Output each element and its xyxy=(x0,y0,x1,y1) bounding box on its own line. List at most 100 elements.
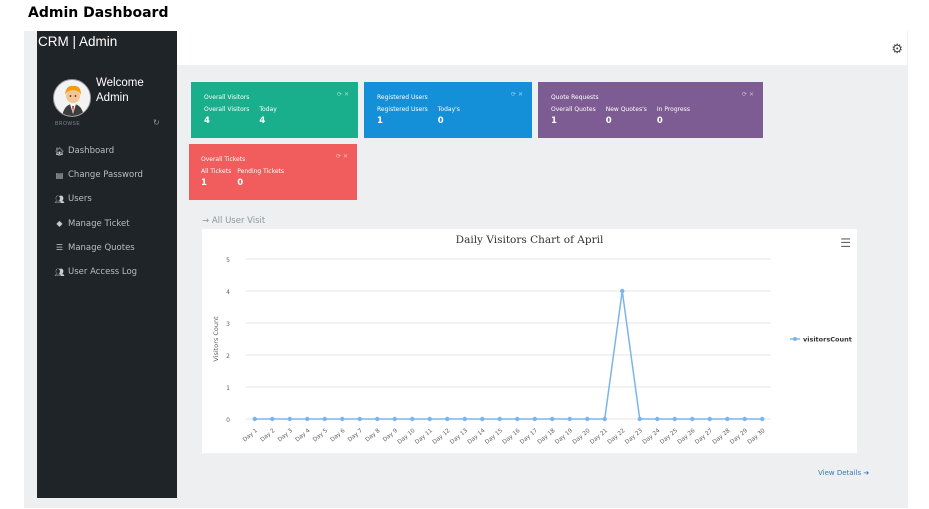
chart-canvas: 0 1 2 3 4 5 Visitors Count Day 1 Day 2 Day 3 Day 4… xyxy=(212,257,852,446)
refresh-icon[interactable]: ↻ xyxy=(153,118,160,127)
x-tick-label: Day 17 xyxy=(519,428,539,446)
series-line-visitorsCount xyxy=(254,290,763,420)
page-heading: Admin Dashboard xyxy=(28,5,169,21)
data-point xyxy=(270,416,275,422)
card-col-label: In Progress xyxy=(656,106,690,113)
x-tick-label: Day 18 xyxy=(537,428,557,446)
legend-label: visitorsCount xyxy=(803,336,852,344)
sidebar-item-manage-ticket[interactable]: ◆ Manage Ticket xyxy=(54,212,174,236)
card-controls-icon[interactable]: ⟳ ✕ xyxy=(511,91,523,98)
x-tick-label: Day 19 xyxy=(554,428,574,446)
data-point xyxy=(585,416,590,422)
data-point xyxy=(602,416,607,422)
x-tick-label: Day 27 xyxy=(694,428,714,446)
data-point xyxy=(392,416,397,422)
sidebar-item-change-password[interactable]: ▤ Change Password xyxy=(54,163,174,187)
sidebar-item-label: User Access Log xyxy=(68,267,138,278)
x-tick-label: Day 12 xyxy=(432,428,452,446)
data-point xyxy=(462,416,467,422)
y-tick-label: 5 xyxy=(226,257,230,264)
x-tick-label: Day 28 xyxy=(712,428,732,446)
data-point xyxy=(550,416,555,422)
data-point xyxy=(742,416,747,422)
data-point xyxy=(690,416,695,422)
sidebar-item-label: Dashboard xyxy=(68,146,115,157)
data-point xyxy=(655,416,660,422)
x-tick-label: Day 24 xyxy=(642,428,662,446)
card-col-value: 4 xyxy=(259,116,266,126)
user-name: Admin xyxy=(96,92,129,104)
card-title: Registered Users xyxy=(377,94,428,101)
card-col-label: Registered Users xyxy=(377,106,428,113)
x-tick-label: Day 5 xyxy=(312,428,329,444)
data-point xyxy=(445,416,450,422)
y-axis-label: Visitors Count xyxy=(212,316,220,362)
data-point xyxy=(725,416,730,422)
user-avatar xyxy=(53,79,91,117)
x-tick-label: Day 16 xyxy=(502,428,522,446)
card-col-value: 0 xyxy=(656,116,663,126)
sidebar-nav: 🏠︎ Dashboard ▤ Change Password 👥︎ Users ◆ Ma… xyxy=(54,139,174,284)
users-icon: 👥︎ xyxy=(54,267,65,277)
card-col-label: Today xyxy=(259,106,277,113)
stat-card-overall-visitors[interactable]: Overall Visitors ⟳ ✕ Overall Visitors 4 T… xyxy=(191,82,358,138)
all-user-visit-link[interactable]: → All User Visit xyxy=(202,216,266,226)
users-icon: 👥︎ xyxy=(54,194,65,204)
card-col-label: All Tickets xyxy=(201,168,232,175)
x-tick-label: Day 21 xyxy=(589,428,609,446)
x-tick-label: Day 25 xyxy=(659,428,679,446)
view-details-label: View Details xyxy=(818,469,862,477)
data-point xyxy=(305,416,310,422)
x-tick-label: Day 13 xyxy=(449,428,469,446)
card-controls-icon[interactable]: ⟳ ✕ xyxy=(742,91,754,98)
browse-label: BROWSE xyxy=(55,121,81,127)
sidebar-item-manage-quotes[interactable]: ☰ Manage Quotes xyxy=(54,236,174,260)
y-tick-label: 0 xyxy=(226,417,230,424)
x-tick-label: Day 6 xyxy=(330,428,347,444)
file-icon: ▤ xyxy=(55,170,64,180)
stat-card-registered-users[interactable]: Registered Users ⟳ ✕ Registered Users 1 T… xyxy=(364,82,532,138)
x-tick-label: Day 1 xyxy=(242,428,259,444)
x-tick-label: Day 8 xyxy=(365,428,382,444)
x-tick-label: Day 14 xyxy=(467,428,487,446)
data-point xyxy=(427,416,432,422)
data-point xyxy=(637,416,642,422)
data-point xyxy=(252,416,257,422)
x-tick-label: Day 3 xyxy=(277,428,294,444)
sidebar-item-user-access-log[interactable]: 👥︎ User Access Log xyxy=(54,260,174,284)
stat-card-overall-tickets[interactable]: Overall Tickets ⟳ ✕ All Tickets 1 Pending… xyxy=(189,144,357,200)
top-bar xyxy=(37,31,907,65)
visitors-chart: Daily Visitors Chart of April ☰ 0 1 2 3 4 5 Vi… xyxy=(202,229,857,453)
brand-title[interactable]: CRM | Admin xyxy=(37,31,177,61)
settings-gear-icon[interactable]: ⚙ xyxy=(891,41,903,56)
card-controls-icon[interactable]: ⟳ ✕ xyxy=(337,91,349,98)
x-tick-label: Day 20 xyxy=(572,428,592,446)
sidebar-item-label: Change Password xyxy=(68,170,143,181)
welcome-text: Welcome Admin xyxy=(96,76,144,106)
sidebar-item-label: Users xyxy=(68,194,92,205)
x-tick-label: Day 29 xyxy=(729,428,749,446)
sidebar-item-dashboard[interactable]: 🏠︎ Dashboard xyxy=(54,139,174,163)
x-tick-label: Day 22 xyxy=(607,428,627,446)
y-tick-label: 1 xyxy=(226,385,230,392)
card-col-value: 4 xyxy=(204,116,210,126)
data-point xyxy=(287,416,292,422)
card-controls-icon[interactable]: ⟳ ✕ xyxy=(336,153,348,160)
data-point xyxy=(620,288,625,294)
data-point xyxy=(322,416,327,422)
card-col-label: Overall Quotes xyxy=(551,106,596,113)
card-col-value: 1 xyxy=(201,178,207,188)
data-point xyxy=(480,416,485,422)
tag-icon: ◆ xyxy=(56,219,63,229)
data-point xyxy=(340,416,345,422)
card-title: Overall Visitors xyxy=(204,94,250,101)
stat-card-quote-requests[interactable]: Quote Requests ⟳ ✕ Overall Quotes 1 New Q… xyxy=(538,82,763,138)
sidebar-item-users[interactable]: 👥︎ Users xyxy=(54,187,174,211)
card-col-value: 1 xyxy=(377,116,383,126)
chart-menu-icon[interactable]: ☰ xyxy=(840,236,851,250)
sidebar-item-label: Manage Quotes xyxy=(68,242,135,253)
x-tick-label: Day 11 xyxy=(414,428,434,446)
data-point xyxy=(515,416,520,422)
x-tick-label: Day 2 xyxy=(260,428,277,444)
view-details-link[interactable]: View Details ➔ xyxy=(818,469,869,477)
